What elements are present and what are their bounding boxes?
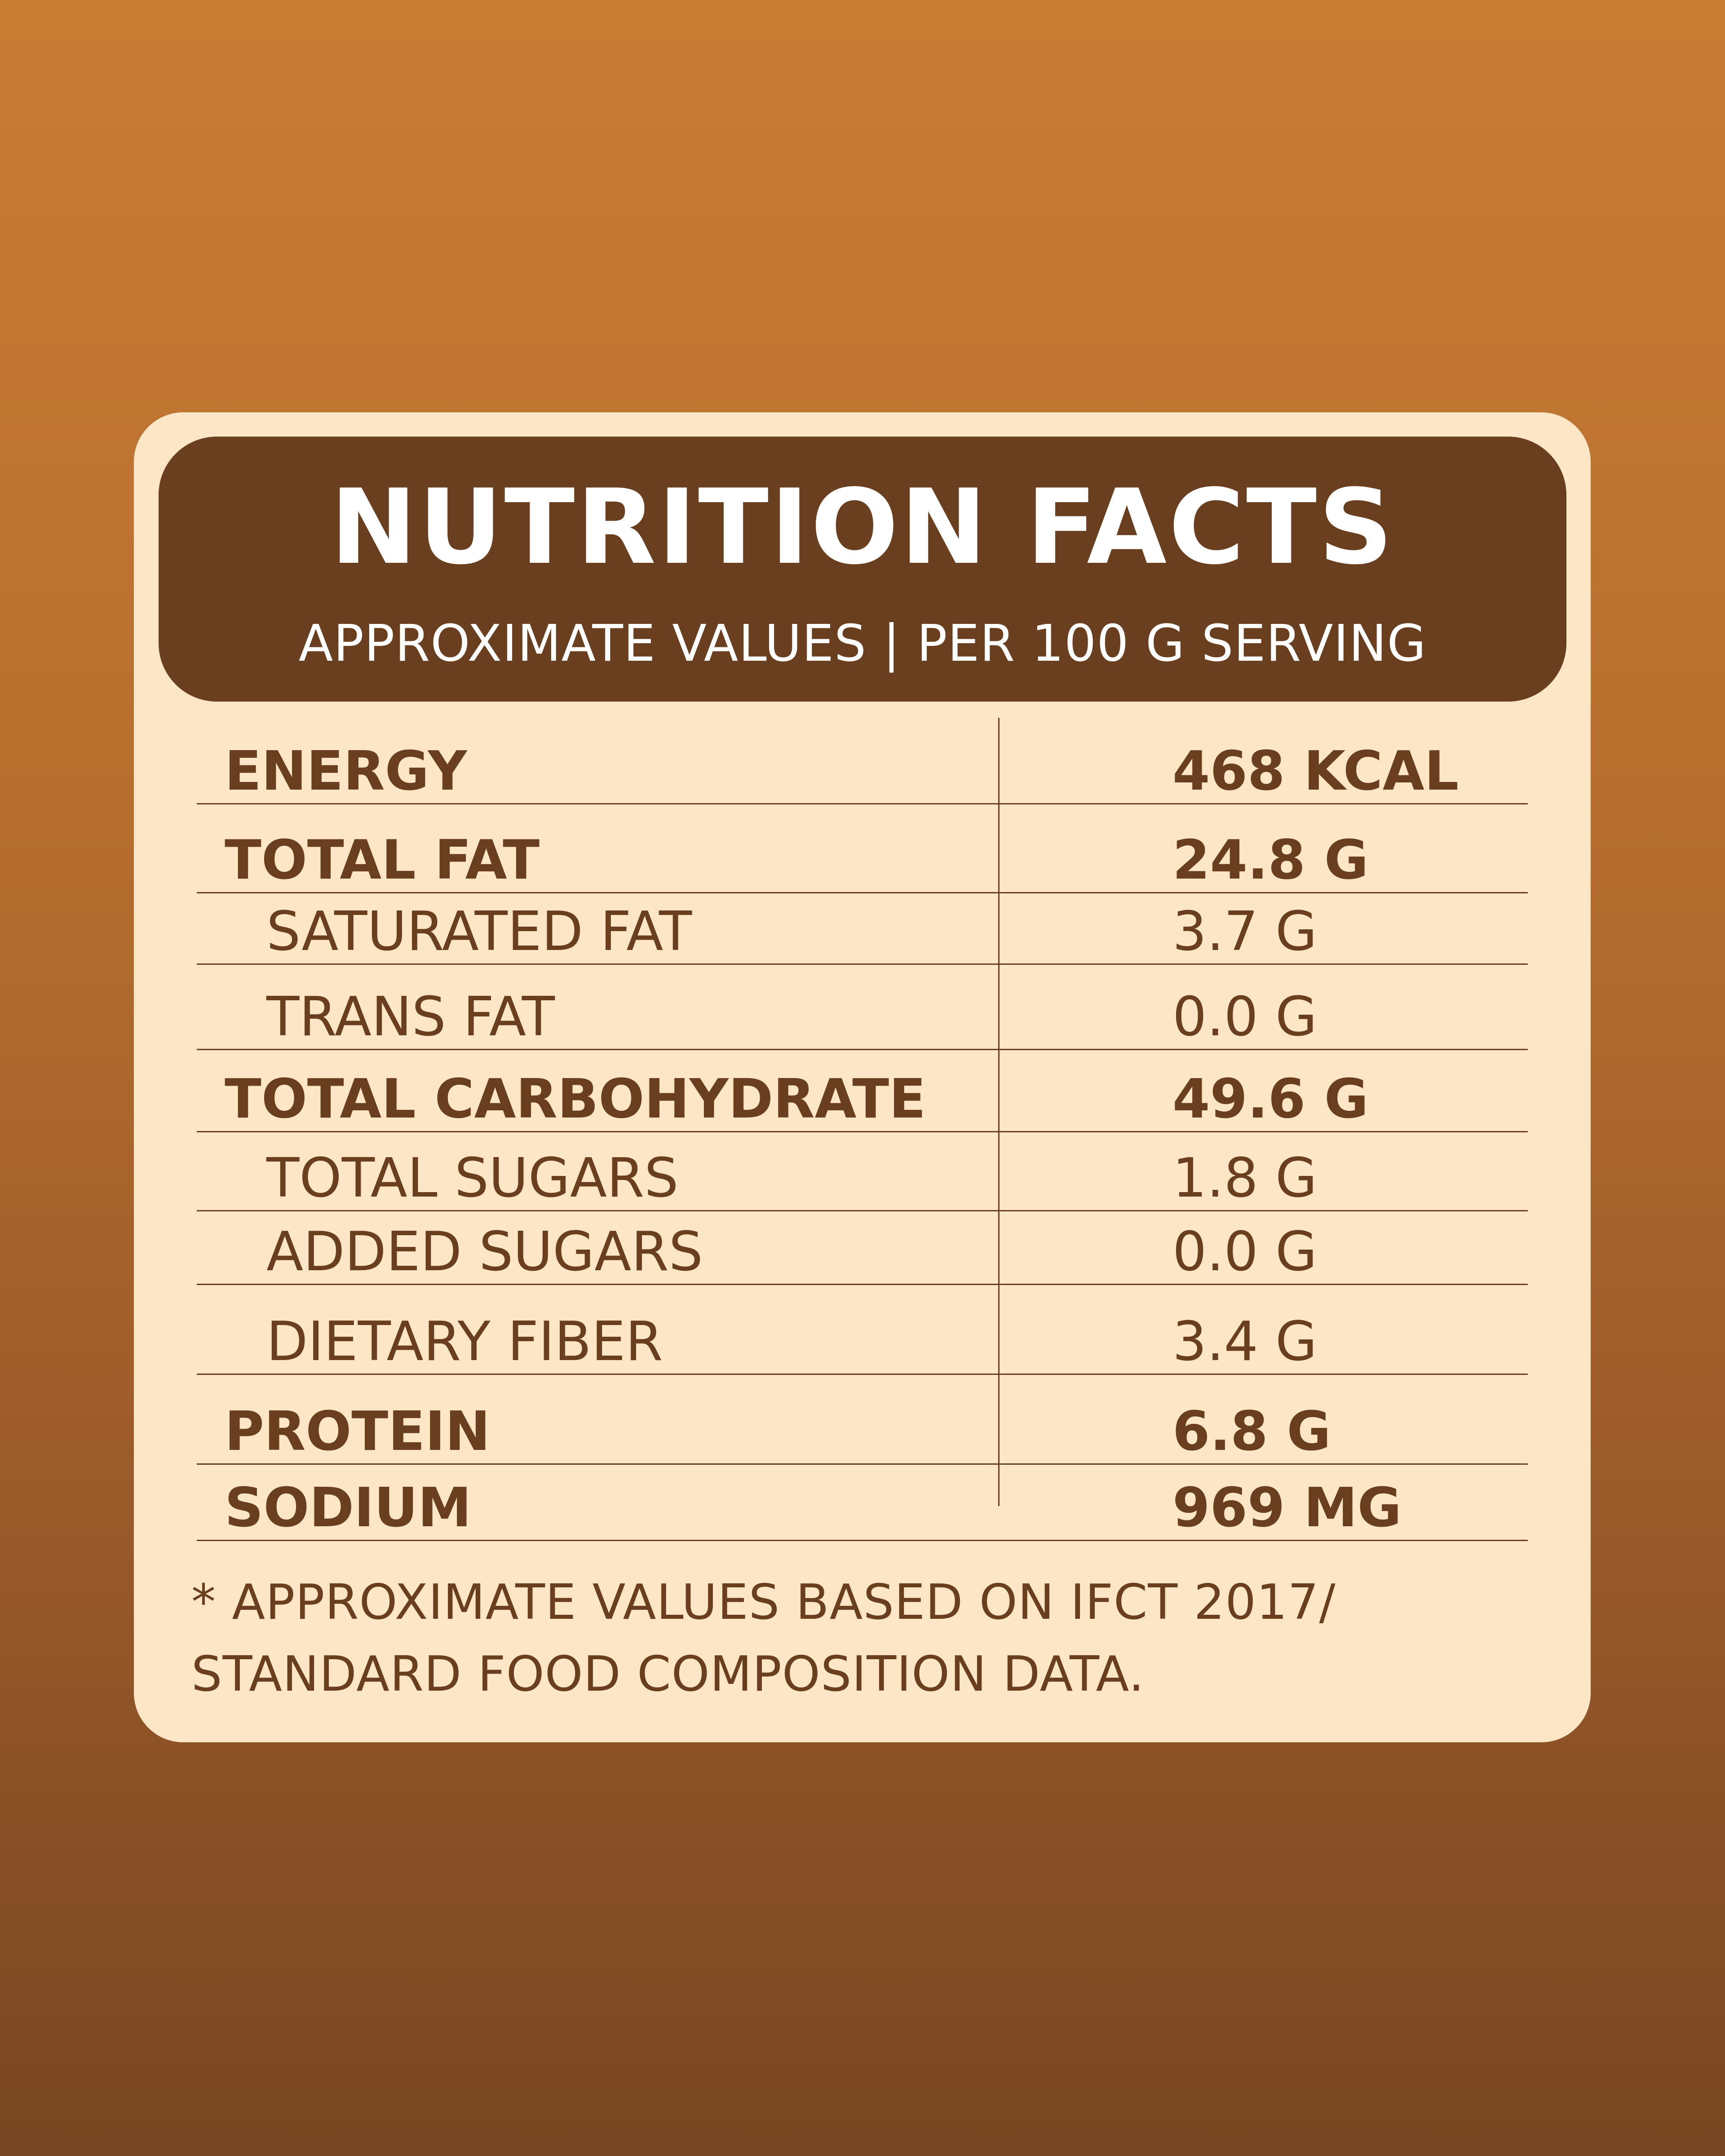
table-row-trans-fat: TRANS FAT 0.0 G xyxy=(197,965,1528,1050)
row-label: TOTAL CARBOHYDRATE xyxy=(225,1068,926,1131)
row-value: 0.0 G xyxy=(1172,1221,1317,1283)
table-row-protein: PROTEIN 6.8 G xyxy=(197,1375,1528,1465)
table-row-saturated-fat: SATURATED FAT 3.7 G xyxy=(197,893,1528,965)
nutrition-table: ENERGY 468 KCAL TOTAL FAT 24.8 G SATURAT… xyxy=(197,718,1528,1541)
row-value: 468 KCAL xyxy=(1172,740,1459,803)
page-subtitle: APPROXIMATE VALUES | PER 100 G SERVING xyxy=(298,614,1427,673)
row-label: SODIUM xyxy=(225,1477,472,1539)
page-title: NUTRITION FACTS xyxy=(330,468,1395,588)
row-value: 6.8 G xyxy=(1172,1401,1331,1463)
footnote-line-1: * APPROXIMATE VALUES BASED ON IFCT 2017/ xyxy=(191,1574,1336,1630)
table-row-energy: ENERGY 468 KCAL xyxy=(197,718,1528,804)
row-label: TOTAL FAT xyxy=(225,829,540,892)
table-row-added-sugars: ADDED SUGARS 0.0 G xyxy=(197,1211,1528,1285)
row-value: 1.8 G xyxy=(1172,1147,1317,1210)
row-label: ENERGY xyxy=(225,740,467,803)
nutrition-card: NUTRITION FACTS APPROXIMATE VALUES | PER… xyxy=(134,412,1591,1742)
column-divider xyxy=(998,718,1000,1506)
row-label: ADDED SUGARS xyxy=(266,1221,703,1283)
row-value: 3.4 G xyxy=(1172,1311,1317,1373)
row-value: 3.7 G xyxy=(1172,901,1317,963)
row-value: 0.0 G xyxy=(1172,986,1317,1048)
row-value: 969 MG xyxy=(1172,1477,1402,1539)
row-label: DIETARY FIBER xyxy=(266,1311,663,1373)
row-value: 49.6 G xyxy=(1172,1068,1369,1131)
row-label: TRANS FAT xyxy=(266,986,555,1048)
nutrition-header: NUTRITION FACTS APPROXIMATE VALUES | PER… xyxy=(159,437,1566,702)
table-row-total-fat: TOTAL FAT 24.8 G xyxy=(197,804,1528,893)
table-row-dietary-fiber: DIETARY FIBER 3.4 G xyxy=(197,1285,1528,1375)
row-value: 24.8 G xyxy=(1172,829,1369,892)
table-row-total-sugars: TOTAL SUGARS 1.8 G xyxy=(197,1132,1528,1211)
table-row-total-carbohydrate: TOTAL CARBOHYDRATE 49.6 G xyxy=(197,1050,1528,1132)
row-label: SATURATED FAT xyxy=(266,901,692,963)
table-row-sodium: SODIUM 969 MG xyxy=(197,1465,1528,1541)
footnote: * APPROXIMATE VALUES BASED ON IFCT 2017/… xyxy=(191,1567,1539,1710)
footnote-line-2: STANDARD FOOD COMPOSITION DATA. xyxy=(191,1646,1145,1702)
row-label: TOTAL SUGARS xyxy=(266,1147,679,1210)
row-label: PROTEIN xyxy=(225,1401,491,1463)
